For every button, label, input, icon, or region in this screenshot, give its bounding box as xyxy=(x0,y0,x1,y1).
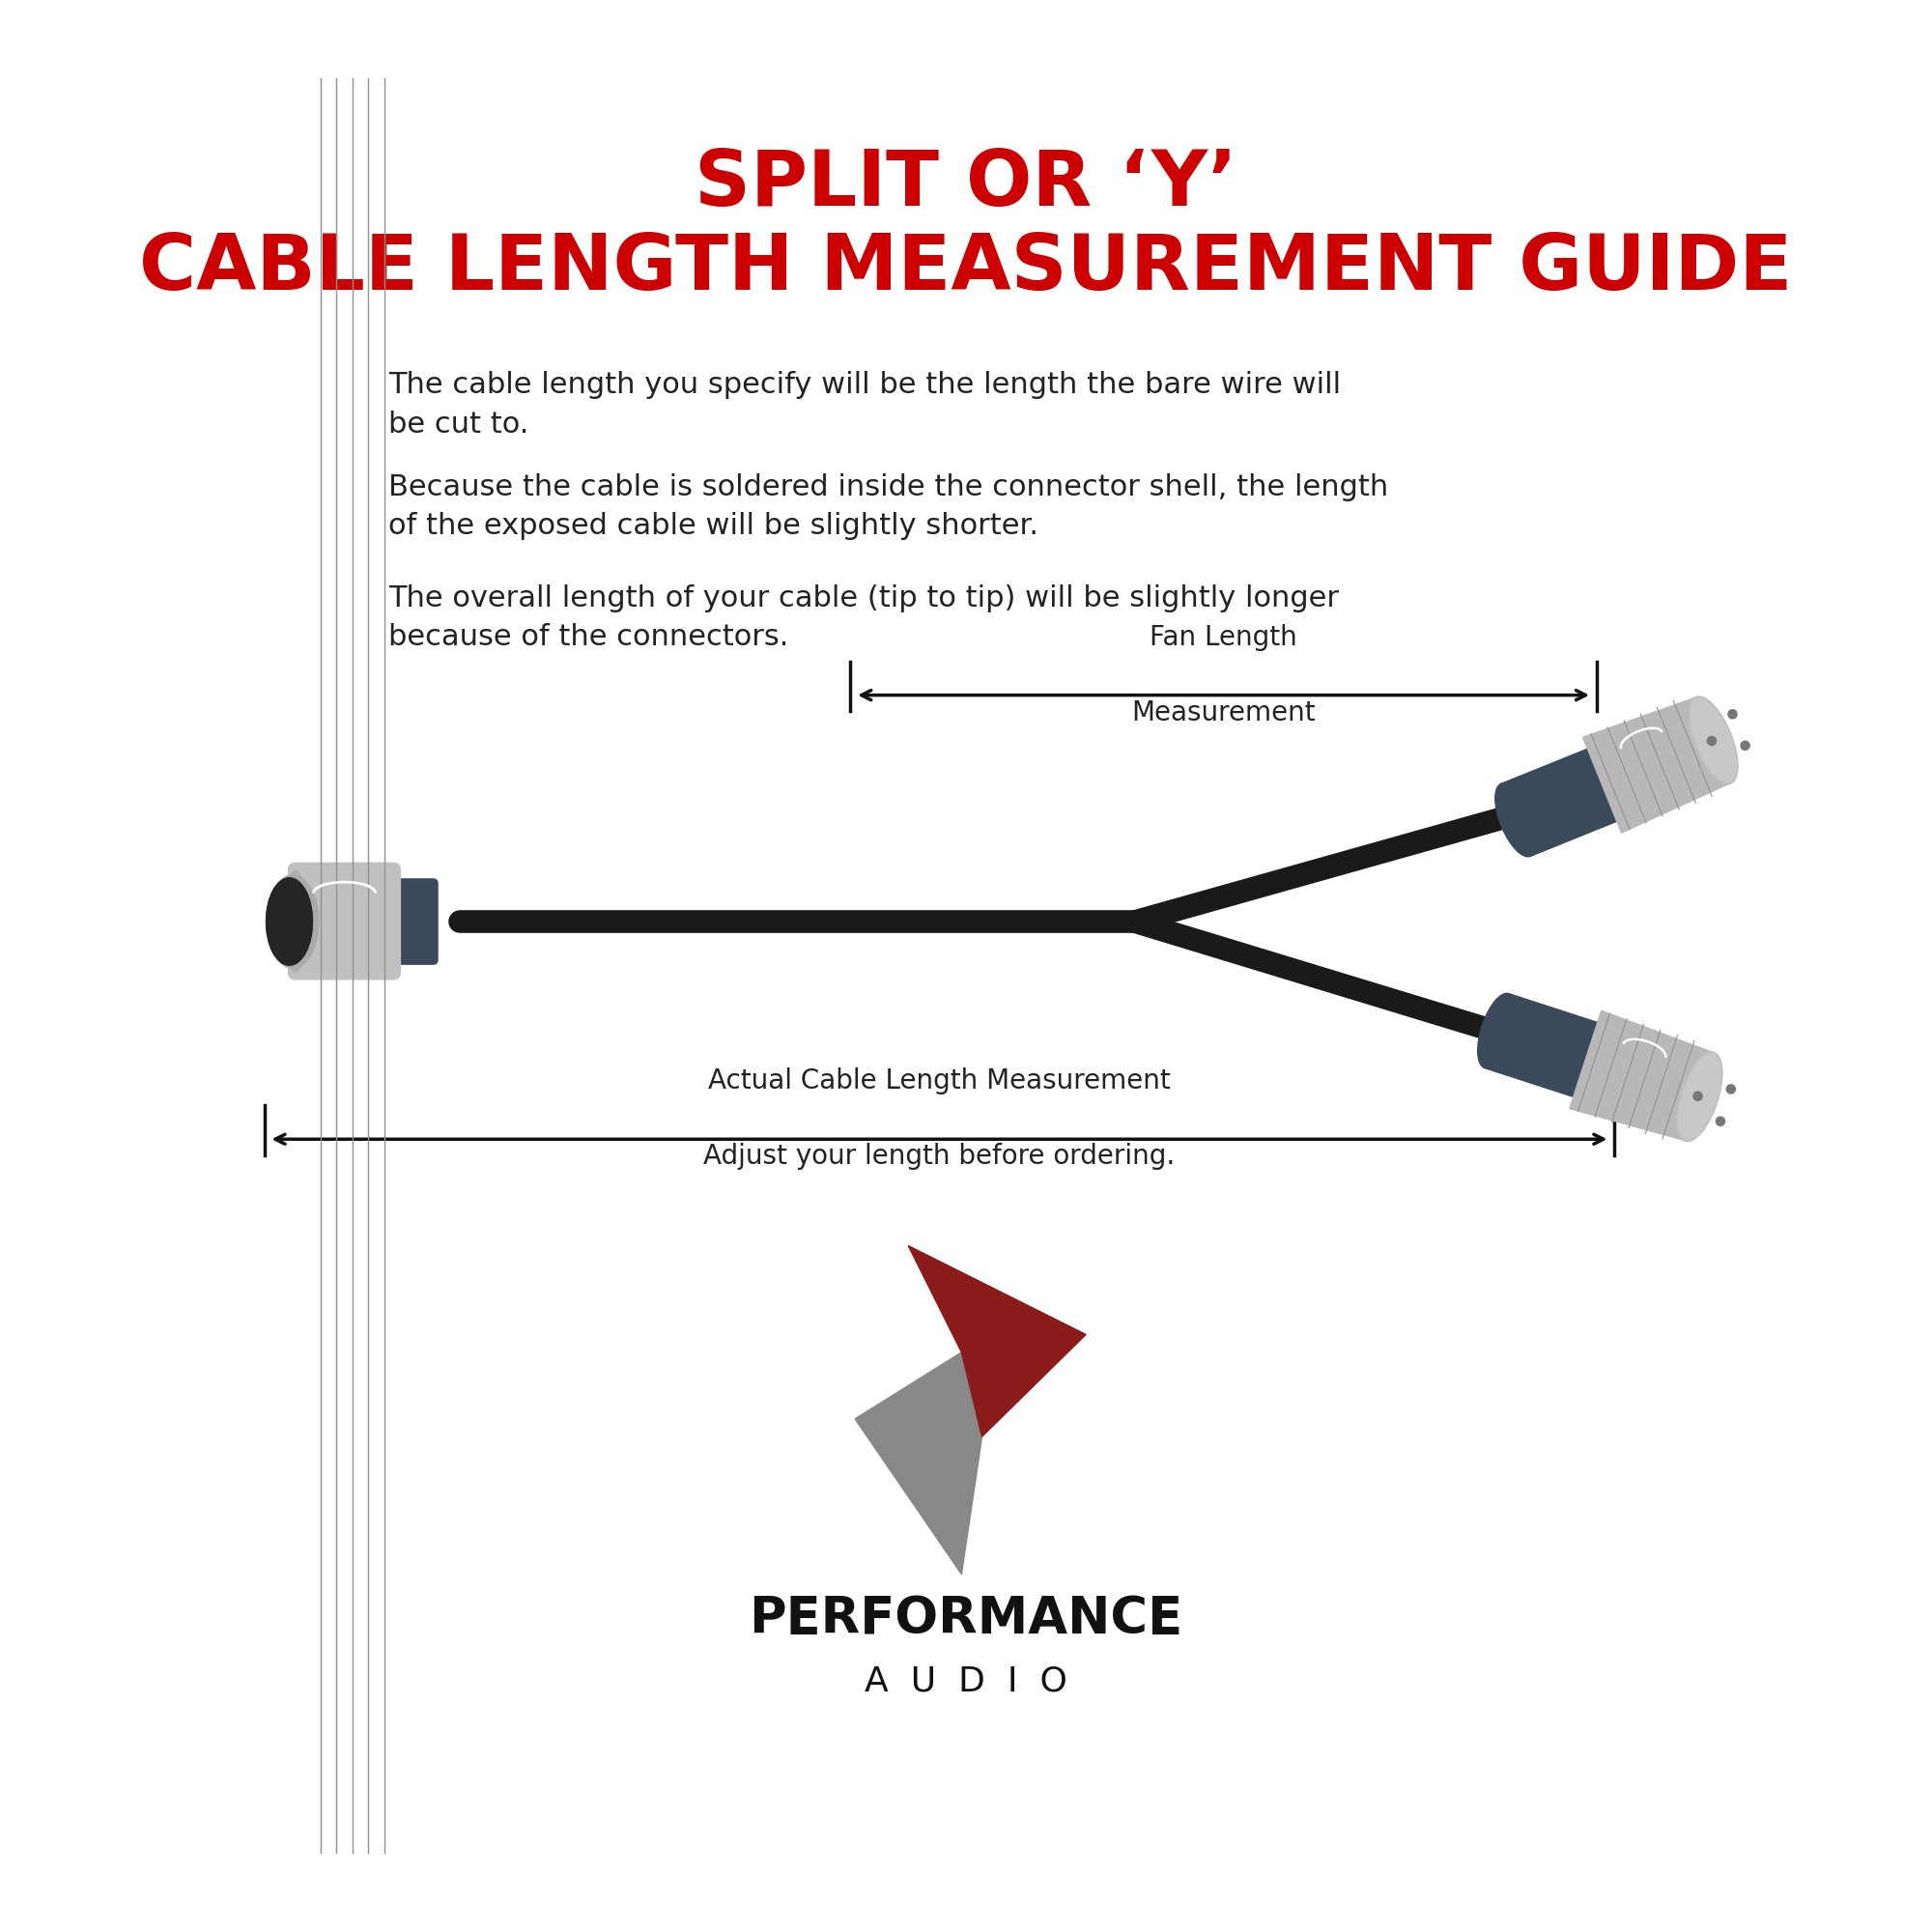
Ellipse shape xyxy=(267,877,313,966)
Polygon shape xyxy=(1484,993,1598,1097)
Ellipse shape xyxy=(1689,696,1739,784)
Ellipse shape xyxy=(1679,1055,1721,1140)
Text: The overall length of your cable (tip to tip) will be slightly longer
because of: The overall length of your cable (tip to… xyxy=(388,583,1339,651)
Ellipse shape xyxy=(1495,782,1536,856)
Polygon shape xyxy=(856,1352,981,1575)
FancyBboxPatch shape xyxy=(288,864,400,980)
Polygon shape xyxy=(1582,697,1731,833)
Text: Actual Cable Length Measurement: Actual Cable Length Measurement xyxy=(709,1068,1171,1095)
Circle shape xyxy=(1727,1084,1735,1094)
Ellipse shape xyxy=(1690,699,1737,782)
Text: Measurement: Measurement xyxy=(1132,699,1316,726)
FancyBboxPatch shape xyxy=(381,879,439,964)
Text: The cable length you specify will be the length the bare wire will
be cut to.: The cable length you specify will be the… xyxy=(388,371,1341,439)
Text: PERFORMANCE: PERFORMANCE xyxy=(750,1594,1182,1644)
Polygon shape xyxy=(1569,1010,1714,1140)
Ellipse shape xyxy=(284,871,307,972)
Circle shape xyxy=(1741,742,1750,750)
Text: Fan Length: Fan Length xyxy=(1150,624,1296,651)
Circle shape xyxy=(1727,709,1737,719)
Circle shape xyxy=(1716,1117,1725,1126)
Text: CABLE LENGTH MEASUREMENT GUIDE: CABLE LENGTH MEASUREMENT GUIDE xyxy=(139,232,1793,307)
Text: A  U  D  I  O: A U D I O xyxy=(866,1665,1066,1698)
Polygon shape xyxy=(908,1246,1086,1437)
Ellipse shape xyxy=(267,877,313,966)
Ellipse shape xyxy=(1478,993,1517,1068)
Circle shape xyxy=(1692,1092,1702,1101)
Polygon shape xyxy=(1501,750,1617,856)
Ellipse shape xyxy=(1677,1053,1721,1142)
Text: SPLIT OR ‘Y’: SPLIT OR ‘Y’ xyxy=(696,147,1236,222)
Circle shape xyxy=(1708,736,1716,746)
Text: Because the cable is soldered inside the connector shell, the length
of the expo: Because the cable is soldered inside the… xyxy=(388,473,1389,541)
Ellipse shape xyxy=(267,875,319,968)
Text: Adjust your length before ordering.: Adjust your length before ordering. xyxy=(703,1144,1175,1171)
